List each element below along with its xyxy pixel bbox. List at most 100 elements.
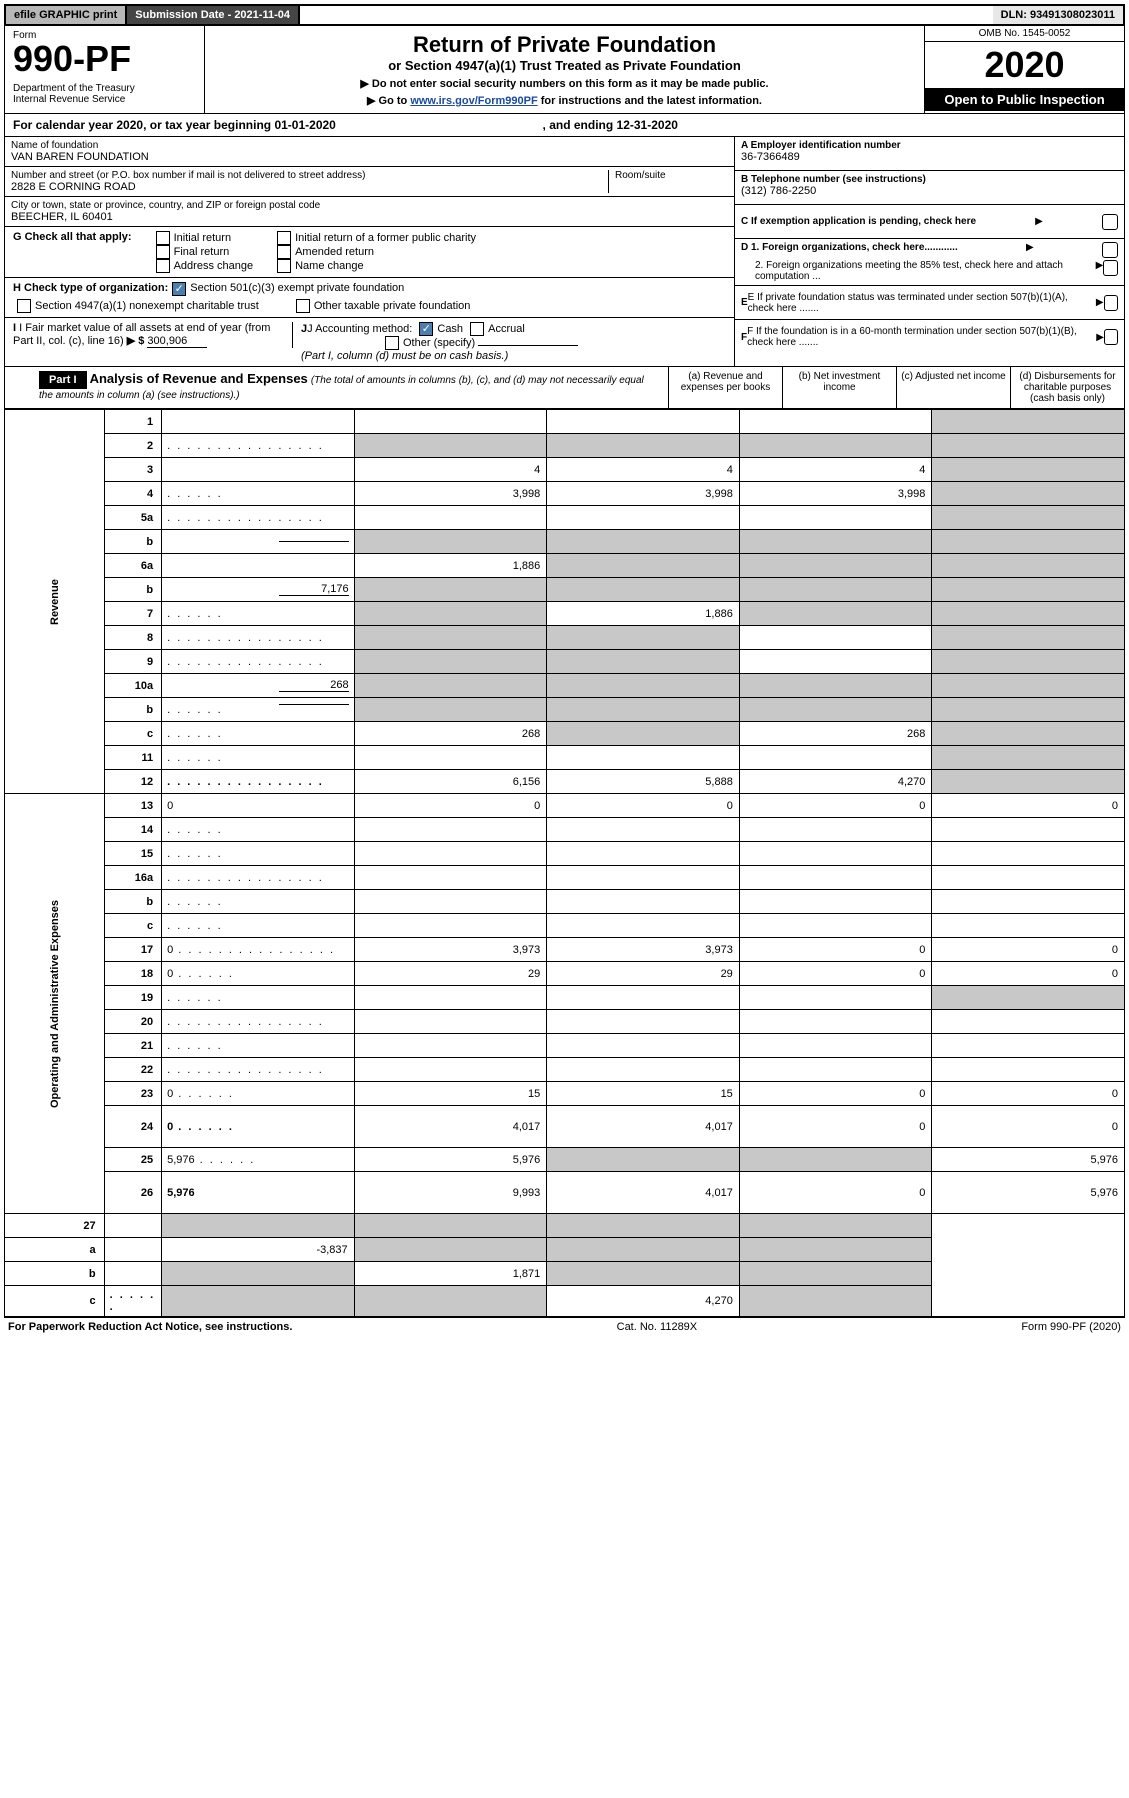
table-row: 19 [5,986,1125,1010]
cell-c [739,842,932,866]
cell-b [547,746,740,770]
check-c[interactable] [1102,214,1118,230]
cell-d [932,506,1125,530]
row-number: b [104,530,161,554]
check-4947[interactable] [17,299,31,313]
row-number: 1 [104,410,161,434]
cell-d [932,770,1125,794]
cell-a [162,1286,355,1317]
check-name-change[interactable] [277,259,291,273]
table-row: 180292900 [5,962,1125,986]
col-b-head: (b) Net investment income [782,367,896,408]
cell-b [547,1034,740,1058]
cell-b [354,1238,547,1262]
row-number: 13 [104,794,161,818]
cell-d [932,530,1125,554]
cell-b [547,626,740,650]
row-desc [162,410,355,434]
cell-b: 15 [547,1082,740,1106]
cell-a [354,986,547,1010]
cal-mid: , and ending [543,118,617,132]
cell-a [162,1262,355,1286]
check-initial[interactable] [156,231,170,245]
cell-c [547,1262,740,1286]
cell-b [354,1286,547,1317]
cell-d [932,410,1125,434]
check-501c3[interactable] [172,282,186,296]
check-other-tax[interactable] [296,299,310,313]
row-number: c [5,1286,105,1317]
check-cash[interactable] [419,322,433,336]
row-desc [162,866,355,890]
cell-a [354,818,547,842]
row-desc [162,458,355,482]
cell-d: 0 [932,962,1125,986]
row-number: 17 [104,938,161,962]
dln-label: DLN: 93491308023011 [993,6,1123,24]
row-desc [162,602,355,626]
table-row: c [5,914,1125,938]
check-f[interactable] [1104,329,1118,345]
check-address[interactable] [156,259,170,273]
cell-b: 1,886 [547,602,740,626]
cell-d [932,1034,1125,1058]
form-header: Form 990-PF Department of the Treasury I… [4,26,1125,114]
cell-b [547,698,740,722]
cell-a: 4 [354,458,547,482]
cell-b [547,674,740,698]
row-number: 2 [104,434,161,458]
cell-c [739,1034,932,1058]
table-row: 21 [5,1034,1125,1058]
cell-b [547,506,740,530]
cell-b [547,890,740,914]
check-initial-former[interactable] [277,231,291,245]
row-number: 11 [104,746,161,770]
row-number: 18 [104,962,161,986]
instr-link[interactable]: www.irs.gov/Form990PF [410,95,537,107]
a-label: A Employer identification number [741,140,901,151]
check-d2[interactable] [1103,260,1118,276]
check-accrual[interactable] [470,322,484,336]
cell-b: 3,998 [547,482,740,506]
g-opt-1: Final return [174,246,230,258]
cell-c [739,986,932,1010]
section-label: Revenue [5,410,105,794]
row-number: 26 [104,1172,161,1214]
cell-c [739,866,932,890]
row-desc [162,890,355,914]
check-final[interactable] [156,245,170,259]
i-value: 300,906 [147,335,207,348]
row-number: 27 [5,1214,105,1238]
cell-a [354,530,547,554]
e-cell: E E If private foundation status was ter… [735,286,1124,320]
cell-b: 4,017 [547,1172,740,1214]
header-left: Form 990-PF Department of the Treasury I… [5,26,205,113]
ein-value: 36-7366489 [741,151,800,163]
cell-a [354,434,547,458]
table-row: 20 [5,1010,1125,1034]
name-label: Name of foundation [11,140,728,151]
addr-value: 2828 E CORNING ROAD [11,181,608,193]
cell-c [739,530,932,554]
table-row: 6a1,886 [5,554,1125,578]
row-desc: 0 [162,938,355,962]
table-row: 14 [5,818,1125,842]
check-other-method[interactable] [385,336,399,350]
check-e[interactable] [1104,295,1118,311]
row-number: b [5,1262,105,1286]
cell-d [932,434,1125,458]
cell-b [547,410,740,434]
cell-d: 5,976 [932,1172,1125,1214]
row-desc [162,554,355,578]
col-a-head: (a) Revenue and expenses per books [668,367,782,408]
row-desc [104,1262,161,1286]
check-amended[interactable] [277,245,291,259]
cell-a: -3,837 [162,1238,355,1262]
row-desc [162,482,355,506]
check-d1[interactable] [1102,242,1118,258]
city-label: City or town, state or province, country… [11,200,728,211]
row-number: b [104,698,161,722]
form-title: Return of Private Foundation [215,32,914,58]
cell-c: 0 [739,794,932,818]
cell-c [739,650,932,674]
